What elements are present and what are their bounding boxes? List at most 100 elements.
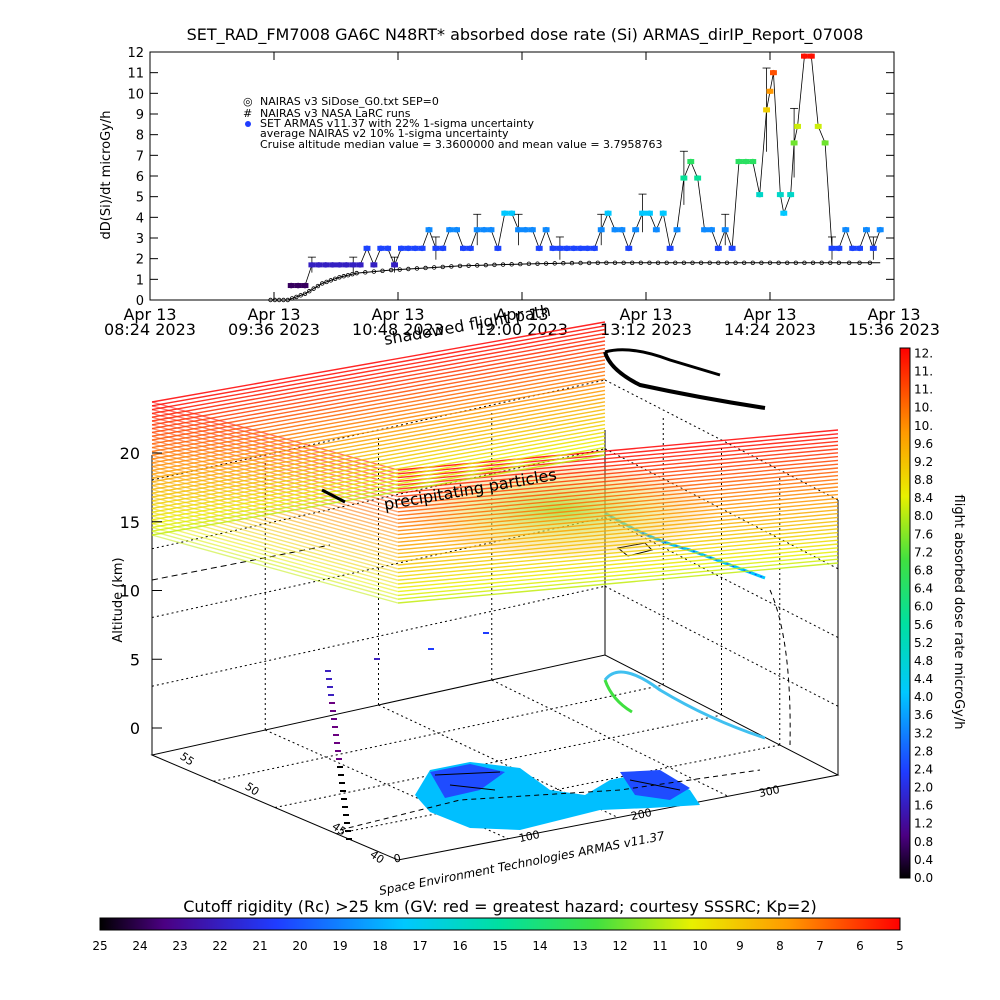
dose-colorbar-tick-label: 9.2 xyxy=(914,455,933,469)
nairas-point xyxy=(819,260,824,265)
rigidity-colorbar-tick-label: 22 xyxy=(212,939,227,953)
nairas-point xyxy=(785,260,790,265)
nairas-point xyxy=(272,297,278,303)
nairas-series xyxy=(268,260,881,303)
altitude-marker xyxy=(325,670,331,672)
nairas-point xyxy=(561,261,566,266)
precip-layer-back xyxy=(151,325,606,407)
dose-colorbar-tick-label: 1.2 xyxy=(914,817,933,831)
precip-layer-back xyxy=(151,340,606,422)
legend-entry-4: Cruise altitude median value = 3.3600000… xyxy=(260,138,663,151)
dose-colorbar-ticks: 0.0 0.4 0.8 1.2 1.6 2.0 2.4 2.8 3.2 3.6 4.0 4.4 4.8 5… xyxy=(914,346,933,885)
precip-layer-left xyxy=(151,503,399,574)
precip-layer-front xyxy=(397,455,839,498)
grid-floor-a xyxy=(336,744,780,835)
armas-point xyxy=(808,53,815,59)
nairas-point xyxy=(535,261,540,266)
dose-colorbar-tick-label: 10. xyxy=(914,419,933,433)
armas-point xyxy=(770,69,777,76)
dose-colorbar-tick-label: 10. xyxy=(914,401,933,415)
armas-point xyxy=(625,245,632,252)
armas-point xyxy=(646,210,653,216)
altitude-tick-label: 0 xyxy=(130,719,140,738)
armas-point xyxy=(377,245,384,252)
armas-point xyxy=(343,262,350,268)
precip-layer-back xyxy=(151,450,606,532)
nairas-point xyxy=(647,260,652,265)
altitude-marker xyxy=(336,758,342,760)
nairas-point xyxy=(690,260,695,265)
armas-point xyxy=(715,245,722,252)
dose-colorbar-tick-label: 2.8 xyxy=(914,744,933,758)
precip-layer-left xyxy=(151,515,399,585)
dose-colorbar-tick-label: 0.4 xyxy=(914,853,933,867)
armas-point xyxy=(543,226,549,233)
dose-colorbar-tick-label: 0.8 xyxy=(914,835,933,849)
nairas-point xyxy=(698,260,704,265)
nairas-line xyxy=(270,262,881,301)
armas-point xyxy=(364,245,370,252)
nairas-point xyxy=(337,275,342,280)
precip-layer-front xyxy=(397,550,839,593)
y-tick-label: 0 xyxy=(136,294,144,309)
nairas-point xyxy=(724,260,730,265)
armas-point xyxy=(756,191,763,198)
rigidity-colorbar-ticks: 25 24 23 22 21 20 19 18 17 16 15 14 13 12 11 10 9 8 7 6 5 xyxy=(92,939,903,953)
armas-point xyxy=(794,123,801,130)
altitude-marker xyxy=(346,838,352,840)
y-tick-label: 3 xyxy=(136,232,144,247)
x-tick-label-date: Apr 13 xyxy=(247,305,300,324)
armas-point xyxy=(508,210,515,216)
precip-layer-front xyxy=(397,528,839,570)
armas-point xyxy=(419,245,425,252)
top-legend: ◎ NAIRAS v3 SiDose_G0.txt SEP=0 # NAIRAS… xyxy=(243,95,663,151)
armas-point xyxy=(501,210,508,216)
nairas-point xyxy=(707,260,712,265)
x-tick-label-time: 13:12 2023 xyxy=(600,320,692,339)
y-tick-label: 12 xyxy=(127,46,144,61)
precip-layer-back xyxy=(151,397,606,479)
nairas-point xyxy=(406,266,411,272)
dose-colorbar-tick-label: 2.0 xyxy=(914,781,933,795)
armas-point xyxy=(653,226,660,233)
nairas-point xyxy=(802,260,807,265)
nairas-point xyxy=(857,260,862,265)
rigidity-colorbar-tick-label: 18 xyxy=(372,939,387,953)
altitude-marker xyxy=(327,686,333,688)
dose-colorbar-tick-label: 4.8 xyxy=(914,654,933,668)
armas-point xyxy=(309,262,315,268)
x-tick-label-date: Apr 13 xyxy=(743,305,796,324)
dose-colorbar-tick-label: 9.6 xyxy=(914,437,933,451)
ground-track xyxy=(339,769,761,831)
shadowed-flight-path-loop xyxy=(604,348,721,377)
altitude-tick-label: 10 xyxy=(120,582,140,601)
armas-point xyxy=(584,245,591,252)
precip-layer-back xyxy=(151,374,606,456)
x-tick-label-date: Apr 13 xyxy=(867,305,920,324)
precip-layer-back xyxy=(151,385,606,468)
y-tick-label: 11 xyxy=(127,67,144,82)
x-tick-label-date: Apr 13 xyxy=(123,305,176,324)
dose-colorbar-tick-label: 11. xyxy=(914,365,933,379)
altitude-marker xyxy=(334,742,340,744)
nairas-point xyxy=(612,260,618,265)
left-altitude-markers xyxy=(325,670,352,840)
x-tick-label-time: 09:36 2023 xyxy=(228,320,320,339)
precip-layer-back xyxy=(151,363,606,445)
nairas-point xyxy=(423,265,428,271)
chart-title: SET_RAD_FM7008 GA6C N48RT* absorbed dose… xyxy=(187,25,864,45)
dose-colorbar-tick-label: 4.4 xyxy=(914,672,933,686)
dose-colorbar-tick-label: 8.0 xyxy=(914,509,933,523)
nairas-point xyxy=(578,260,583,266)
armas-point xyxy=(836,245,842,252)
dose-colorbar-tick-label: 5.2 xyxy=(914,636,933,650)
grid-floor-a xyxy=(274,714,722,808)
ground-map xyxy=(415,762,700,830)
x-tick-label-time: 10:48 2023 xyxy=(352,320,444,339)
nairas-point xyxy=(315,283,321,289)
rigidity-colorbar-tick-label: 24 xyxy=(132,939,147,953)
grid-line-back xyxy=(151,585,606,687)
y-tick-label: 6 xyxy=(136,170,144,185)
altitude-marker xyxy=(329,702,335,704)
